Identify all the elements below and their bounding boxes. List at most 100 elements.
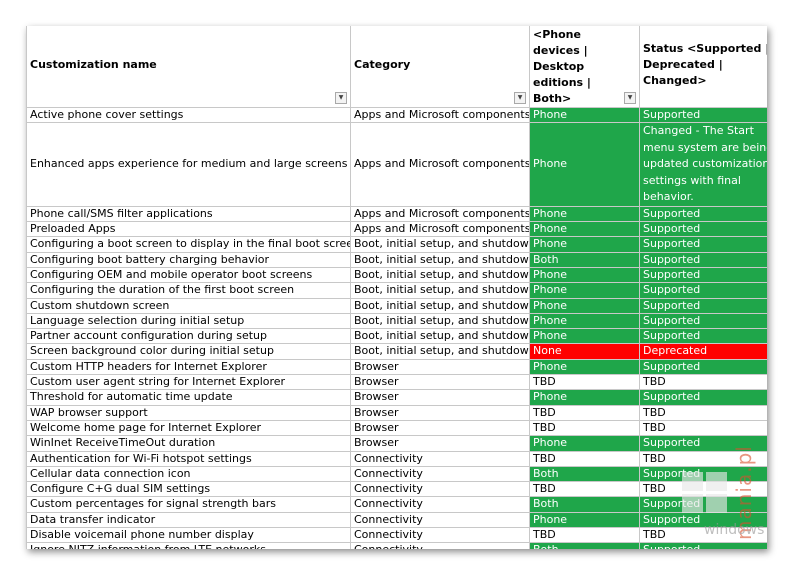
cell-customization-name[interactable]: Language selection during initial setup [26, 312, 351, 330]
cell-applicable-to[interactable]: Phone [529, 236, 640, 253]
cell-category[interactable]: Boot, initial setup, and shutdown [350, 251, 530, 268]
cell-customization-name[interactable]: Partner account configuration during set… [26, 328, 351, 345]
cell-status[interactable]: Supported [639, 542, 767, 549]
cell-applicable-to[interactable]: None [529, 343, 640, 360]
cell-category[interactable]: Connectivity [350, 450, 530, 467]
cell-status[interactable]: Supported [639, 389, 767, 406]
cell-applicable-to[interactable]: Phone [529, 358, 640, 376]
cell-customization-name[interactable]: Threshold for automatic time update [26, 389, 351, 406]
cell-customization-name[interactable]: WAP browser support [26, 404, 351, 421]
cell-customization-name[interactable]: Custom shutdown screen [26, 297, 351, 314]
cell-applicable-to[interactable]: Phone [529, 312, 640, 330]
cell-applicable-to[interactable]: Phone [529, 282, 640, 299]
cell-status[interactable]: Supported [639, 236, 767, 253]
filter-dropdown-icon[interactable]: ▼ [514, 92, 526, 104]
cell-status[interactable]: Supported [639, 358, 767, 376]
cell-category[interactable]: Boot, initial setup, and shutdown [350, 343, 530, 360]
cell-category[interactable]: Connectivity [350, 511, 530, 529]
cell-status[interactable]: Supported [639, 266, 767, 284]
cell-status[interactable]: TBD [639, 419, 767, 437]
cell-category[interactable]: Connectivity [350, 481, 530, 498]
cell-customization-name[interactable]: Configuring a boot screen to display in … [26, 236, 351, 253]
cell-customization-name[interactable]: WinInet ReceiveTimeOut duration [26, 435, 351, 452]
cell-applicable-to[interactable]: Both [529, 542, 640, 549]
cell-customization-name[interactable]: Custom user agent string for Internet Ex… [26, 374, 351, 391]
cell-category[interactable]: Browser [350, 419, 530, 437]
cell-customization-name[interactable]: Disable voicemail phone number display [26, 527, 351, 544]
cell-status[interactable]: TBD [639, 481, 767, 498]
filter-dropdown-icon[interactable]: ▼ [335, 92, 347, 104]
cell-applicable-to[interactable]: Phone [529, 511, 640, 529]
cell-status[interactable]: TBD [639, 404, 767, 421]
cell-applicable-to[interactable]: Phone [529, 328, 640, 345]
cell-category[interactable]: Boot, initial setup, and shutdown [350, 282, 530, 299]
cell-status[interactable]: TBD [639, 374, 767, 391]
cell-category[interactable]: Boot, initial setup, and shutdown [350, 328, 530, 345]
cell-applicable-to[interactable]: TBD [529, 419, 640, 437]
cell-applicable-to[interactable]: Phone [529, 221, 640, 238]
cell-category[interactable]: Apps and Microsoft components [350, 221, 530, 238]
cell-customization-name[interactable]: Cellular data connection icon [26, 465, 351, 483]
cell-status[interactable]: Changed - The Start menu system are bein… [639, 122, 767, 207]
cell-status[interactable]: Supported [639, 205, 767, 223]
cell-applicable-to[interactable]: Both [529, 496, 640, 513]
cell-status[interactable]: Supported [639, 251, 767, 268]
cell-applicable-to[interactable]: Phone [529, 435, 640, 452]
cell-applicable-to[interactable]: TBD [529, 404, 640, 421]
cell-category[interactable]: Connectivity [350, 542, 530, 549]
cell-applicable-to[interactable]: Phone [529, 266, 640, 284]
cell-status[interactable]: Supported [639, 106, 767, 124]
cell-customization-name[interactable]: Active phone cover settings [26, 106, 351, 124]
cell-applicable-to[interactable]: Both [529, 465, 640, 483]
cell-status[interactable]: Supported [639, 221, 767, 238]
cell-customization-name[interactable]: Custom HTTP headers for Internet Explore… [26, 358, 351, 376]
cell-category[interactable]: Browser [350, 435, 530, 452]
cell-applicable-to[interactable]: Phone [529, 205, 640, 223]
cell-category[interactable]: Apps and Microsoft components [350, 205, 530, 223]
cell-status[interactable]: Supported [639, 312, 767, 330]
cell-status[interactable]: Supported [639, 496, 767, 513]
cell-category[interactable]: Boot, initial setup, and shutdown [350, 236, 530, 253]
cell-applicable-to[interactable]: Both [529, 251, 640, 268]
cell-status[interactable]: TBD [639, 450, 767, 467]
cell-applicable-to[interactable]: Phone [529, 297, 640, 314]
cell-applicable-to[interactable]: TBD [529, 527, 640, 544]
cell-customization-name[interactable]: Configuring boot battery charging behavi… [26, 251, 351, 268]
cell-customization-name[interactable]: Custom percentages for signal strength b… [26, 496, 351, 513]
cell-category[interactable]: Apps and Microsoft components [350, 106, 530, 124]
cell-customization-name[interactable]: Configuring OEM and mobile operator boot… [26, 266, 351, 284]
cell-customization-name[interactable]: Welcome home page for Internet Explorer [26, 419, 351, 437]
cell-customization-name[interactable]: Ignore NITZ information from LTE network… [26, 542, 351, 549]
cell-status[interactable]: Supported [639, 297, 767, 314]
cell-customization-name[interactable]: Phone call/SMS filter applications [26, 205, 351, 223]
cell-category[interactable]: Browser [350, 404, 530, 421]
cell-customization-name[interactable]: Configuring the duration of the first bo… [26, 282, 351, 299]
cell-customization-name[interactable]: Authentication for Wi-Fi hotspot setting… [26, 450, 351, 467]
cell-applicable-to[interactable]: TBD [529, 481, 640, 498]
cell-applicable-to[interactable]: Phone [529, 106, 640, 124]
filter-dropdown-icon[interactable]: ▼ [624, 92, 636, 104]
cell-category[interactable]: Browser [350, 374, 530, 391]
cell-category[interactable]: Connectivity [350, 527, 530, 544]
cell-applicable-to[interactable]: Phone [529, 389, 640, 406]
cell-applicable-to[interactable]: Phone [529, 122, 640, 207]
cell-status[interactable]: TBD [639, 527, 767, 544]
cell-customization-name[interactable]: Screen background color during initial s… [26, 343, 351, 360]
cell-category[interactable]: Boot, initial setup, and shutdown [350, 266, 530, 284]
cell-customization-name[interactable]: Preloaded Apps [26, 221, 351, 238]
cell-status[interactable]: Supported [639, 511, 767, 529]
cell-category[interactable]: Boot, initial setup, and shutdown [350, 297, 530, 314]
cell-status[interactable]: Supported [639, 282, 767, 299]
cell-category[interactable]: Connectivity [350, 496, 530, 513]
cell-category[interactable]: Apps and Microsoft components [350, 122, 530, 207]
cell-customization-name[interactable]: Data transfer indicator [26, 511, 351, 529]
cell-category[interactable]: Browser [350, 389, 530, 406]
cell-category[interactable]: Browser [350, 358, 530, 376]
cell-applicable-to[interactable]: TBD [529, 374, 640, 391]
cell-category[interactable]: Boot, initial setup, and shutdown [350, 312, 530, 330]
cell-status[interactable]: Deprecated [639, 343, 767, 360]
cell-customization-name[interactable]: Configure C+G dual SIM settings [26, 481, 351, 498]
cell-status[interactable]: Supported [639, 435, 767, 452]
cell-category[interactable]: Connectivity [350, 465, 530, 483]
cell-status[interactable]: Supported [639, 328, 767, 345]
